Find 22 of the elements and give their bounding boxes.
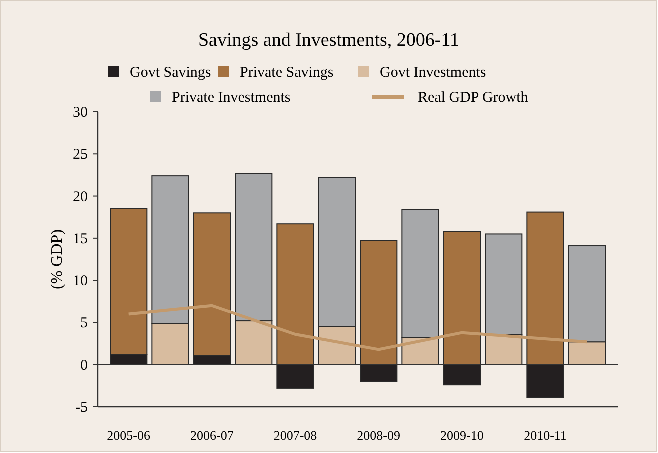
y-tick-label: 0 xyxy=(80,358,88,374)
legend-label: Real GDP Growth xyxy=(418,90,529,106)
x-tick-label: 2008-09 xyxy=(357,428,401,443)
line-series xyxy=(127,304,589,352)
x-tick-label: 2007-08 xyxy=(274,428,318,443)
legend-label: Private Investments xyxy=(172,90,291,106)
legend-label: Govt Savings xyxy=(130,65,212,81)
legend-label: Govt Investments xyxy=(380,65,486,81)
y-axis-title: (% GDP) xyxy=(49,230,66,290)
y-tick-label: 25 xyxy=(73,147,88,164)
chart-title: Savings and Investments, 2006-11 xyxy=(198,30,460,51)
y-tick-label: 30 xyxy=(73,105,88,121)
x-tick-label: 2010-11 xyxy=(524,428,567,443)
y-tick-label: 20 xyxy=(73,189,88,206)
y-tick-label: 10 xyxy=(73,274,88,290)
y-tick-label: 15 xyxy=(73,231,88,248)
x-tick-label: 2005-06 xyxy=(107,428,151,443)
y-tick-label: -5 xyxy=(76,400,88,416)
x-tick-label: 2006-07 xyxy=(190,428,234,443)
x-tick-label: 2009-10 xyxy=(440,428,484,443)
legend-label: Private Savings xyxy=(240,65,334,81)
y-tick-label: 5 xyxy=(80,316,88,332)
